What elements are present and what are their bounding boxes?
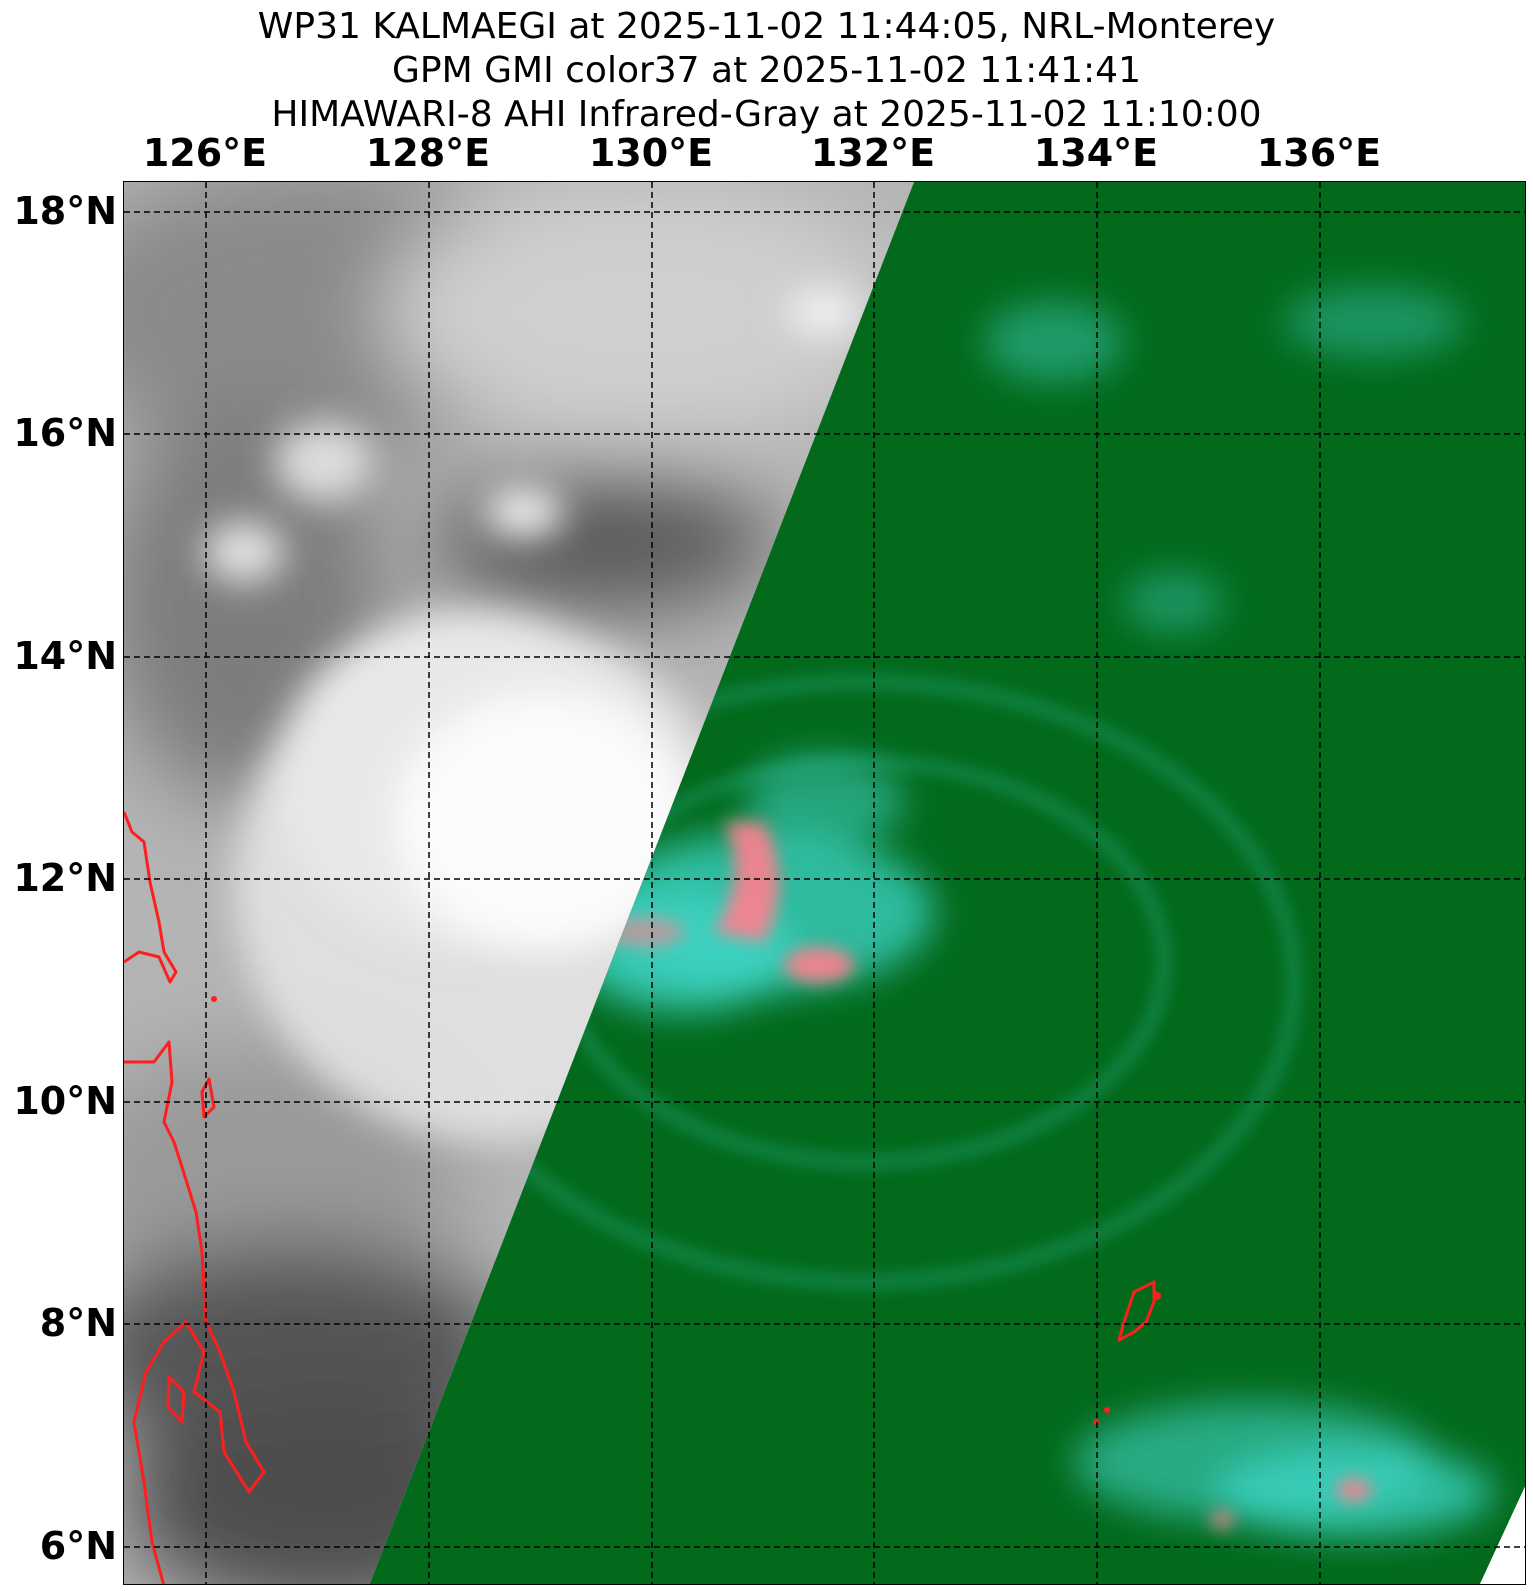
lon-label-130e: 130°E: [588, 131, 714, 175]
lon-label-134e: 134°E: [1033, 131, 1159, 175]
lat-label-16n: 16°N: [13, 411, 117, 455]
title-line-3: HIMAWARI-8 AHI Infrared-Gray at 2025-11-…: [271, 94, 1262, 135]
lat-label-12n: 12°N: [13, 856, 117, 900]
lon-label-126e: 126°E: [142, 131, 268, 175]
lat-label-6n: 6°N: [39, 1524, 117, 1568]
lon-label-128e: 128°E: [365, 131, 491, 175]
lat-label-18n: 18°N: [13, 189, 117, 233]
title-line-1: WP31 KALMAEGI at 2025-11-02 11:44:05, NR…: [257, 6, 1276, 47]
lat-label-8n: 8°N: [39, 1301, 117, 1345]
gridlines: [124, 182, 1525, 1584]
lat-label-10n: 10°N: [13, 1079, 117, 1123]
lon-label-136e: 136°E: [1256, 131, 1382, 175]
lon-label-132e: 132°E: [810, 131, 936, 175]
lat-label-14n: 14°N: [13, 634, 117, 678]
island-dots: [211, 996, 1161, 1425]
title-line-2: GPM GMI color37 at 2025-11-02 11:41:41: [392, 50, 1141, 91]
satellite-map: [123, 181, 1526, 1585]
